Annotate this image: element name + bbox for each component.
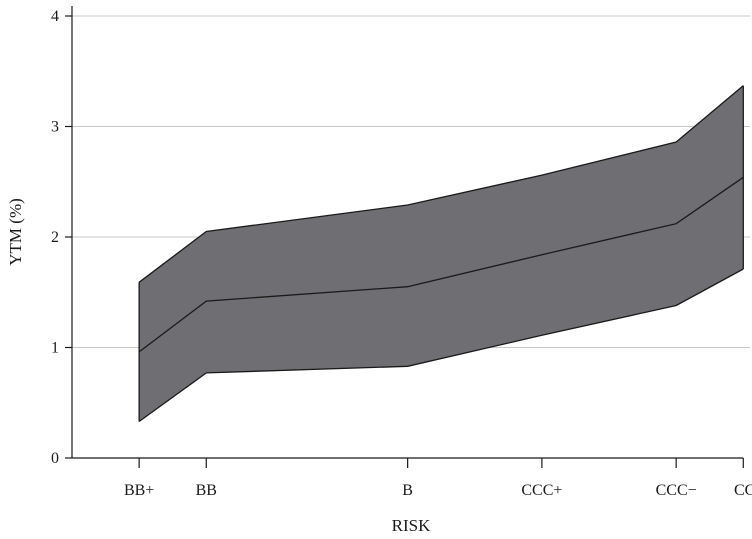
mean-line (138, 176, 744, 353)
band-area (139, 85, 744, 422)
axes (65, 6, 744, 468)
y-tick-label: 2 (51, 229, 59, 246)
x-tick-label: CC (734, 482, 752, 499)
y-tick-label: 3 (51, 119, 59, 136)
lower-bound-line (138, 268, 744, 423)
x-tick-label: BB+ (124, 482, 154, 499)
y-tick-labels: 0 1 2 3 4 (51, 8, 59, 467)
x-axis-title: RISK (392, 516, 431, 535)
confidence-band (138, 85, 744, 423)
x-tick-label: CCC+ (521, 482, 562, 499)
x-tick-label: BB (196, 482, 217, 499)
x-tick-label: B (402, 482, 413, 499)
y-tick-label: 1 (51, 340, 59, 357)
y-tick-label: 4 (51, 8, 59, 25)
y-axis-title: YTM (%) (6, 198, 25, 266)
x-tick-label: CCC− (656, 482, 697, 499)
y-tick-label: 0 (51, 450, 59, 467)
upper-bound-line (138, 85, 744, 283)
x-tick-labels: BB+ BB B CCC+ CCC− CC (124, 482, 752, 499)
